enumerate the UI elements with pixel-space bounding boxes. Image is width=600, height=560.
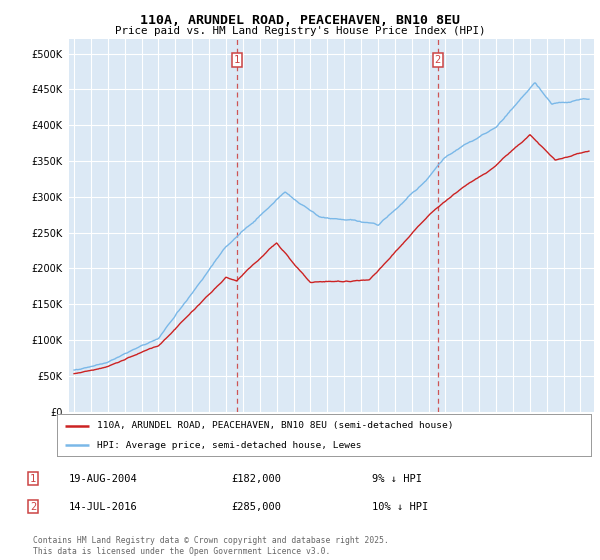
Text: 110A, ARUNDEL ROAD, PEACEHAVEN, BN10 8EU: 110A, ARUNDEL ROAD, PEACEHAVEN, BN10 8EU bbox=[140, 14, 460, 27]
Text: £285,000: £285,000 bbox=[231, 502, 281, 512]
Text: 9% ↓ HPI: 9% ↓ HPI bbox=[372, 474, 422, 484]
Text: 110A, ARUNDEL ROAD, PEACEHAVEN, BN10 8EU (semi-detached house): 110A, ARUNDEL ROAD, PEACEHAVEN, BN10 8EU… bbox=[97, 421, 454, 430]
Text: 10% ↓ HPI: 10% ↓ HPI bbox=[372, 502, 428, 512]
Text: Contains HM Land Registry data © Crown copyright and database right 2025.
This d: Contains HM Land Registry data © Crown c… bbox=[33, 536, 389, 556]
Text: 1: 1 bbox=[30, 474, 36, 484]
Text: 1: 1 bbox=[233, 55, 240, 65]
Text: Price paid vs. HM Land Registry's House Price Index (HPI): Price paid vs. HM Land Registry's House … bbox=[115, 26, 485, 36]
Text: 19-AUG-2004: 19-AUG-2004 bbox=[69, 474, 138, 484]
Text: 2: 2 bbox=[30, 502, 36, 512]
Text: HPI: Average price, semi-detached house, Lewes: HPI: Average price, semi-detached house,… bbox=[97, 441, 362, 450]
Text: 14-JUL-2016: 14-JUL-2016 bbox=[69, 502, 138, 512]
Text: 2: 2 bbox=[434, 55, 441, 65]
Text: £182,000: £182,000 bbox=[231, 474, 281, 484]
